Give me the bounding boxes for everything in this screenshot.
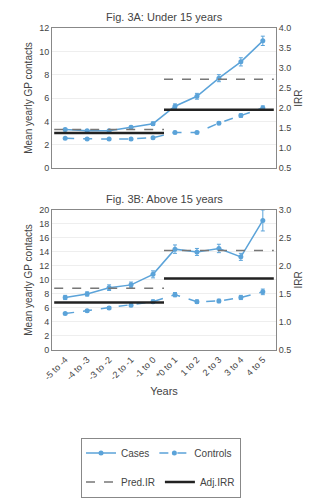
svg-text:Years: Years — [150, 385, 178, 397]
svg-text:0: 0 — [44, 345, 49, 355]
svg-text:Fig. 3A: Under 15 years: Fig. 3A: Under 15 years — [106, 11, 223, 23]
svg-text:0.5: 0.5 — [279, 163, 292, 173]
svg-text:-1 to 0: -1 to 0 — [133, 355, 158, 380]
svg-text:1 to 2: 1 to 2 — [179, 355, 202, 378]
svg-text:4.0: 4.0 — [279, 23, 292, 33]
svg-text:1.0: 1.0 — [279, 317, 292, 327]
svg-text:2.5: 2.5 — [279, 233, 292, 243]
svg-text:0.5: 0.5 — [279, 345, 292, 355]
svg-text:Fig. 3B: Above 15 years: Fig. 3B: Above 15 years — [106, 193, 223, 205]
svg-text:-5 to -4: -5 to -4 — [43, 355, 70, 382]
svg-text:0: 0 — [44, 163, 49, 173]
svg-text:Cases: Cases — [121, 448, 149, 459]
svg-text:3.0: 3.0 — [279, 205, 292, 215]
svg-text:2.0: 2.0 — [279, 103, 292, 113]
svg-text:8: 8 — [44, 70, 49, 80]
svg-text:3.0: 3.0 — [279, 63, 292, 73]
svg-text:1.0: 1.0 — [279, 143, 292, 153]
svg-text:Adj.IRR: Adj.IRR — [200, 477, 234, 488]
svg-text:-4 to -3: -4 to -3 — [65, 355, 92, 382]
svg-text:2: 2 — [44, 140, 49, 150]
svg-text:3.5: 3.5 — [279, 43, 292, 53]
svg-text:IRR: IRR — [293, 89, 304, 106]
svg-text:IRR: IRR — [293, 271, 304, 288]
svg-text:8: 8 — [44, 289, 49, 299]
svg-text:4 to 5: 4 to 5 — [244, 355, 267, 378]
svg-text:Controls: Controls — [194, 448, 231, 459]
svg-text:6: 6 — [44, 303, 49, 313]
svg-text:2.5: 2.5 — [279, 83, 292, 93]
svg-text:2 to 3: 2 to 3 — [200, 355, 223, 378]
svg-text:1.5: 1.5 — [279, 123, 292, 133]
svg-text:1.5: 1.5 — [279, 289, 292, 299]
svg-text:-2 to -1: -2 to -1 — [108, 355, 135, 382]
svg-text:18: 18 — [39, 219, 49, 229]
svg-text:10: 10 — [39, 275, 49, 285]
svg-text:6: 6 — [44, 93, 49, 103]
svg-text:4: 4 — [44, 317, 49, 327]
svg-text:2.0: 2.0 — [279, 261, 292, 271]
svg-text:20: 20 — [39, 205, 49, 215]
svg-text:3 to 4: 3 to 4 — [222, 355, 245, 378]
svg-text:Mean yearly GP contacts: Mean yearly GP contacts — [23, 42, 34, 154]
svg-text:-3 to -2: -3 to -2 — [86, 355, 113, 382]
svg-text:4: 4 — [44, 117, 49, 127]
svg-text:2: 2 — [44, 331, 49, 341]
svg-text:12: 12 — [39, 23, 49, 33]
svg-text:12: 12 — [39, 261, 49, 271]
svg-text:10: 10 — [39, 47, 49, 57]
svg-text:Pred.IR: Pred.IR — [121, 477, 155, 488]
svg-text:16: 16 — [39, 233, 49, 243]
svg-text:14: 14 — [39, 247, 49, 257]
svg-text:Mean yearly GP contacts: Mean yearly GP contacts — [23, 224, 34, 336]
svg-text:*0 to 1: *0 to 1 — [154, 355, 179, 380]
